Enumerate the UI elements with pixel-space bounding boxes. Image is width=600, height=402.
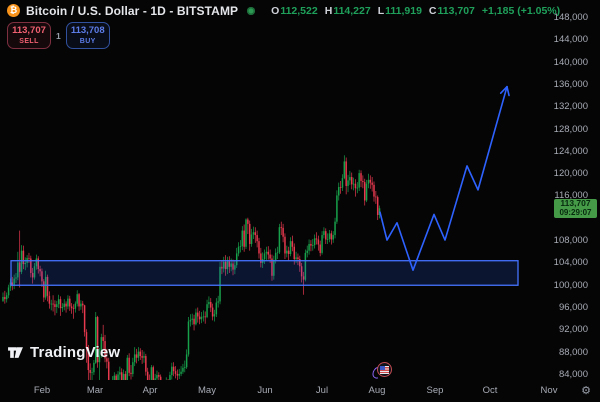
month-tick-label: Sep	[426, 385, 444, 396]
order-panel: 113,707 SELL 1 113,708 BUY	[7, 22, 560, 49]
price-tick-label: 124,000	[553, 145, 588, 157]
price-tick-label: 148,000	[553, 11, 588, 23]
low-value: 111,919	[385, 4, 422, 17]
price-tick-label: 136,000	[553, 78, 588, 90]
buy-price: 113,708	[70, 25, 105, 37]
open-label: O	[271, 4, 280, 17]
high-label: H	[324, 4, 333, 17]
price-tick-label: 92,000	[558, 324, 588, 336]
month-tick-label: Aug	[368, 385, 386, 396]
event-circle	[377, 362, 392, 377]
close-value: 113,707	[437, 4, 475, 17]
price-tick-label: 108,000	[553, 235, 588, 247]
price-tick-label: 144,000	[553, 34, 588, 46]
ohlc-readout: O112,522 H114,227 L111,919 C113,707 +1,1…	[271, 5, 560, 17]
price-tick-label: 140,000	[553, 56, 588, 68]
low-label: L	[377, 4, 385, 17]
support-zone-rectangle[interactable]	[10, 260, 519, 286]
sell-button[interactable]: 113,707 SELL	[7, 22, 51, 49]
price-chart[interactable]	[0, 0, 540, 380]
time-axis[interactable]: ⚙ Feb Mar Apr May Jun Jul Aug Sep Oct Nov	[0, 380, 600, 402]
current-price-label: 113,707 09:29:07	[554, 198, 597, 218]
month-tick-label: Feb	[33, 385, 51, 396]
change-value: +1,185 (+1.05%)	[481, 4, 561, 17]
symbol-title[interactable]: Bitcoin / U.S. Dollar - 1D - BITSTAMP	[26, 3, 239, 18]
price-tick-label: 88,000	[558, 346, 588, 358]
price-tick-label: 116,000	[554, 190, 588, 202]
month-tick-label: Apr	[142, 385, 158, 396]
month-tick-label: Mar	[86, 385, 104, 396]
month-tick-label: Oct	[482, 385, 498, 396]
chart-header: ₿ Bitcoin / U.S. Dollar - 1D - BITSTAMP …	[7, 3, 560, 49]
month-tick-label: Jun	[257, 385, 273, 396]
month-tick-label: Jul	[315, 385, 329, 396]
watermark-text: TradingView	[30, 344, 121, 361]
month-tick-label: May	[198, 385, 216, 396]
price-tick-label: 96,000	[558, 301, 588, 313]
close-label: C	[428, 4, 437, 17]
current-price-value: 113,707	[560, 198, 591, 209]
month-tick-label: Nov	[540, 385, 558, 396]
economic-event-flag-icon[interactable]	[370, 362, 392, 381]
market-status-dot-icon	[247, 6, 256, 15]
price-tick-label: 128,000	[553, 123, 588, 135]
settings-gear-icon[interactable]: ⚙	[581, 385, 591, 397]
price-tick-label: 104,000	[553, 257, 588, 269]
open-value: 112,522	[280, 4, 318, 17]
price-axis[interactable]: 113,707 09:29:07 148,000 144,000 140,000 13…	[540, 0, 600, 380]
bitcoin-icon: ₿	[7, 4, 20, 17]
price-tick-label: 120,000	[553, 168, 588, 180]
spread-value: 1	[56, 30, 61, 41]
high-value: 114,227	[333, 4, 371, 17]
bar-countdown: 09:29:07	[559, 207, 592, 217]
buy-button[interactable]: 113,708 BUY	[65, 22, 110, 49]
price-tick-label: 100,000	[553, 279, 588, 291]
price-tick-label: 132,000	[553, 101, 588, 113]
price-tick-label: 84,000	[558, 368, 588, 380]
tradingview-logo-icon	[8, 347, 23, 358]
projection-arrow[interactable]	[379, 85, 508, 271]
sell-label: SELL	[19, 37, 39, 45]
tradingview-watermark[interactable]: TradingView	[7, 344, 120, 361]
us-flag-icon	[380, 365, 389, 374]
buy-label: BUY	[79, 37, 96, 45]
sell-price: 113,707	[12, 25, 46, 37]
